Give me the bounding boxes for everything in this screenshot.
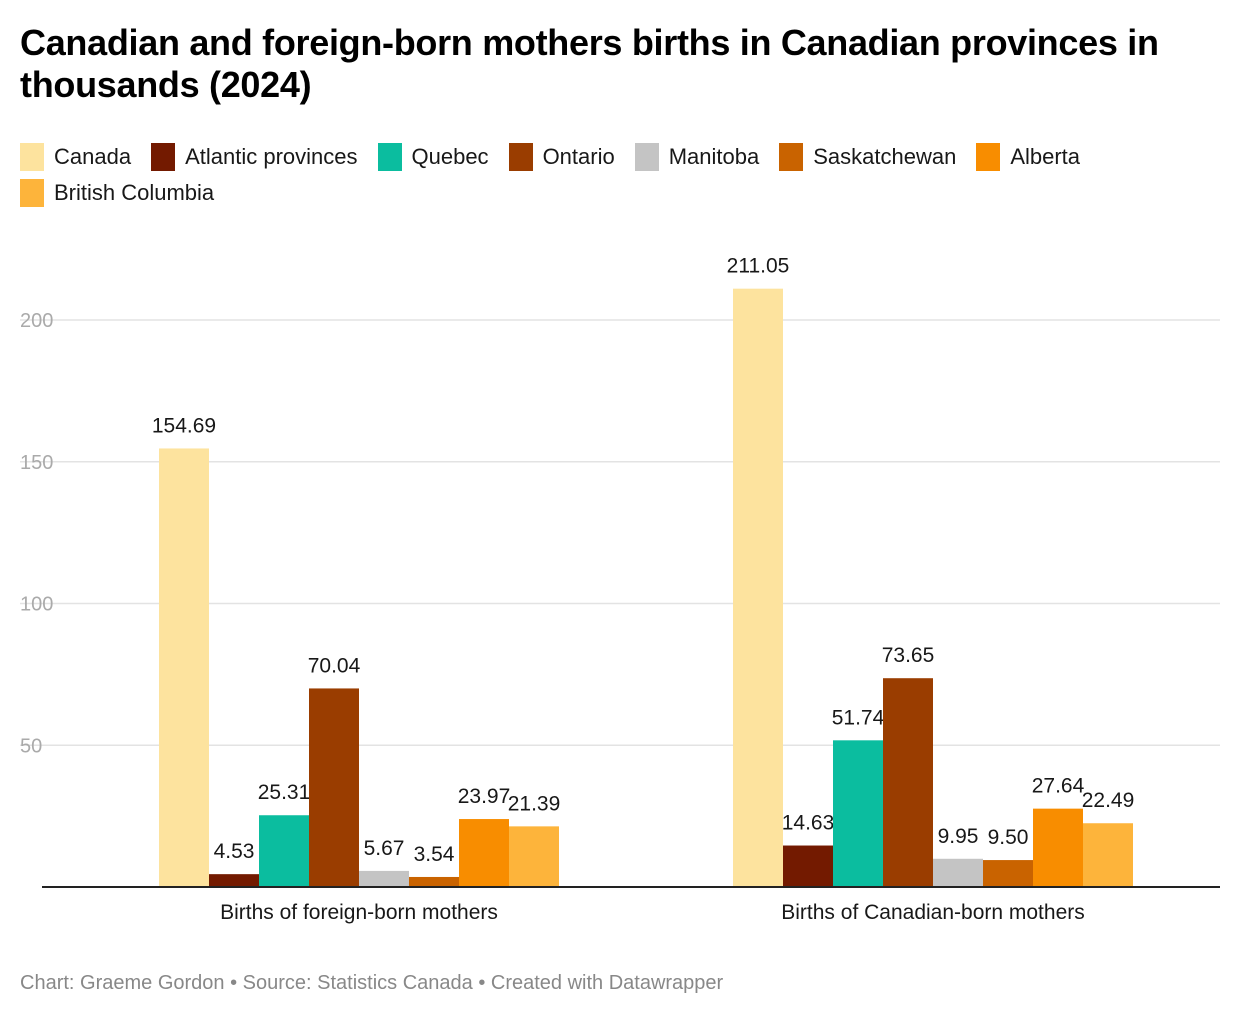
legend-label: Quebec — [411, 144, 489, 169]
legend-label: Alberta — [1010, 144, 1081, 169]
data-label: 154.69 — [152, 414, 216, 437]
y-tick-label: 150 — [20, 452, 53, 474]
y-tick-label: 50 — [20, 735, 42, 757]
footer-credits: Chart: Graeme Gordon • Source: Statistic… — [20, 972, 724, 994]
legend-item: Manitoba — [634, 143, 760, 171]
data-label: 25.31 — [258, 781, 311, 804]
data-label: 27.64 — [1032, 775, 1085, 798]
bar-british-columbia — [1083, 823, 1133, 887]
y-tick-label: 200 — [20, 310, 53, 332]
bar-alberta — [459, 819, 509, 887]
legend-label: Manitoba — [668, 144, 760, 169]
chart-title: Canadian and foreign-born mothers births… — [20, 22, 1159, 105]
legend-swatch — [976, 143, 1001, 171]
legend-label: British Columbia — [54, 180, 215, 205]
data-label: 5.67 — [364, 837, 405, 860]
data-label: 23.97 — [458, 785, 511, 808]
data-label: 211.05 — [727, 255, 790, 278]
x-category-label: Births of foreign-born mothers — [220, 901, 498, 924]
bar-quebec — [833, 740, 883, 887]
legend-swatch — [508, 143, 533, 171]
legend-item: Atlantic provinces — [151, 143, 358, 171]
data-label: 3.54 — [414, 843, 455, 866]
data-label: 4.53 — [214, 840, 255, 863]
data-label: 70.04 — [308, 654, 361, 677]
data-label: 21.39 — [508, 792, 561, 815]
bar-ontario — [883, 678, 933, 887]
bar-quebec — [259, 815, 309, 887]
data-label: 14.63 — [782, 812, 835, 835]
bar-atlantic-provinces — [783, 845, 833, 887]
legend-item: Saskatchewan — [779, 143, 956, 171]
bar-canada — [159, 448, 209, 887]
data-label: 9.50 — [988, 826, 1029, 849]
legend-swatch — [151, 143, 176, 171]
bar-canada — [733, 288, 783, 888]
data-label: 73.65 — [882, 644, 935, 667]
legend-label: Atlantic provinces — [185, 144, 358, 169]
x-category-label: Births of Canadian-born mothers — [781, 901, 1085, 924]
legend-swatch — [634, 143, 659, 171]
legend-label: Ontario — [542, 144, 615, 169]
data-label: 22.49 — [1082, 789, 1135, 812]
legend-item: Alberta — [976, 143, 1080, 171]
bar-saskatchewan — [983, 860, 1033, 887]
legend-item: Ontario — [508, 143, 615, 171]
data-label: 9.95 — [938, 825, 979, 848]
legend-item: Canada — [20, 143, 131, 171]
y-tick-label: 100 — [20, 594, 53, 616]
legend-swatch — [20, 143, 44, 171]
legend-label: Canada — [54, 144, 132, 169]
legend-item: Quebec — [377, 143, 489, 171]
legend-label: Saskatchewan — [813, 144, 957, 169]
bar-alberta — [1033, 808, 1083, 887]
bar-manitoba — [933, 858, 983, 887]
legend-swatch — [20, 179, 44, 207]
bar-atlantic-provinces — [209, 874, 259, 887]
legend-swatch — [779, 143, 804, 171]
bar-saskatchewan — [409, 876, 459, 887]
bar-ontario — [309, 688, 359, 887]
bar-manitoba — [359, 870, 409, 887]
bar-british-columbia — [509, 826, 559, 887]
data-label: 51.74 — [832, 706, 885, 729]
legend: Canada Atlantic provinces Quebec Ontario Man… — [20, 143, 1220, 207]
legend-item: British Columbia — [20, 179, 214, 207]
legend-swatch — [377, 143, 402, 171]
